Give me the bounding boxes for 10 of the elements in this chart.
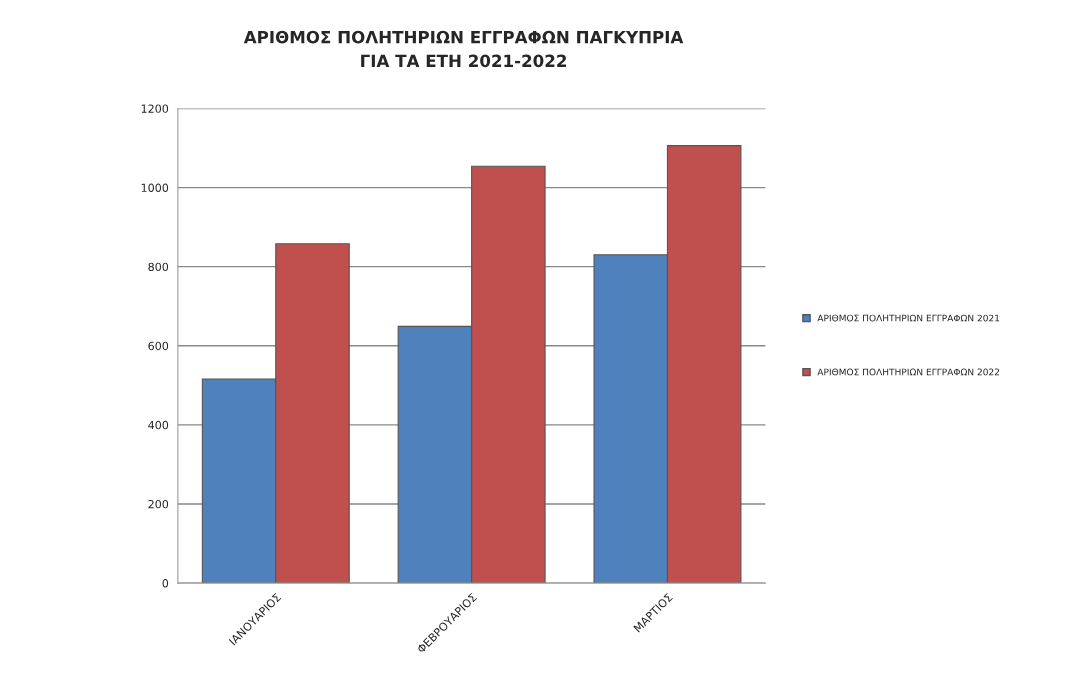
y-tick-label: 400 (148, 420, 169, 430)
y-tick-label: 0 (162, 579, 169, 588)
legend-label: ΑΡΙΘΜΟΣ ΠΟΛΗΤΗΡΙΩΝ ΕΓΓΡΑΦΩΝ 2022 (817, 368, 1000, 376)
legend-label: ΑΡΙΘΜΟΣ ΠΟΛΗΤΗΡΙΩΝ ΕΓΓΡΑΦΩΝ 2021 (817, 314, 1000, 322)
y-tick-label: 1200 (141, 104, 169, 113)
chart-title: ΑΡΙΘΜΟΣ ΠΟΛΗΤΗΡΙΩΝ ΕΓΓΡΑΦΩΝ ΠΑΓΚΥΠΡΙΑ ΓΙΑ ΤΑ ΕΤΗ 2021-2022 (243, 30, 684, 68)
y-tick-label: 600 (148, 341, 169, 351)
y-tick-label: 200 (148, 499, 169, 509)
y-tick-label: 800 (148, 262, 169, 272)
y-tick-label: 1000 (141, 183, 169, 192)
